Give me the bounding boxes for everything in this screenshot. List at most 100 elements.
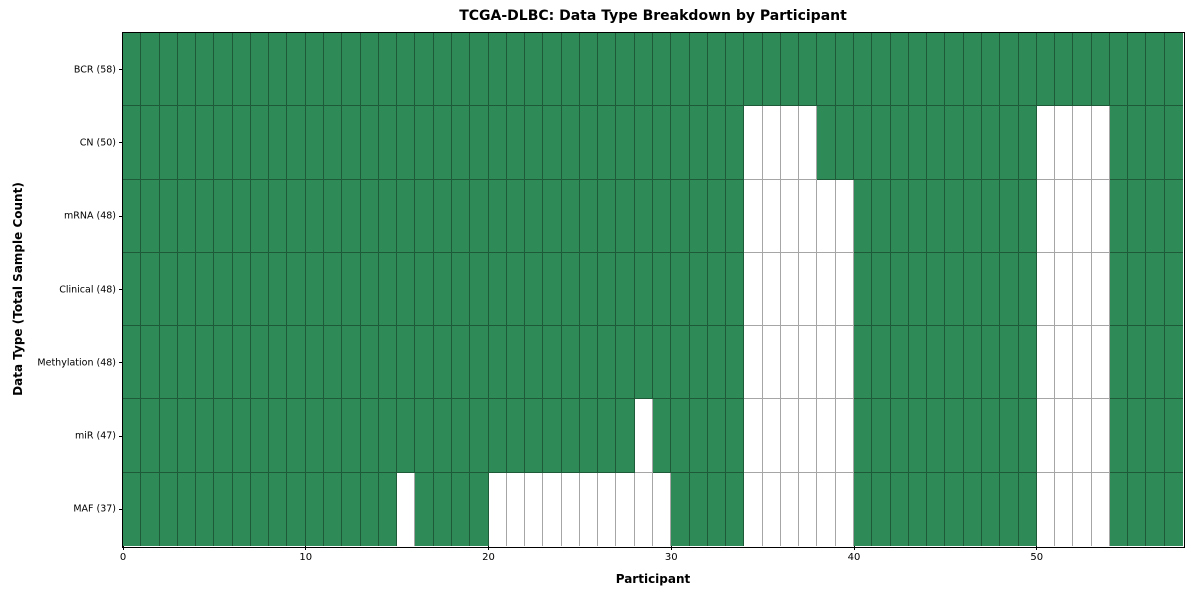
cell-MAF-32 xyxy=(707,472,727,546)
cell-miR-42 xyxy=(890,399,909,473)
cell-Methylation-33 xyxy=(726,326,745,400)
cell-Clinical-49 xyxy=(1018,252,1037,327)
cell-CN-38 xyxy=(817,106,836,180)
cell-Methylation-5 xyxy=(214,326,233,400)
cell-Clinical-30 xyxy=(671,252,690,327)
y-tick-mark-Methylation xyxy=(119,362,123,364)
cell-Clinical-31 xyxy=(689,252,708,327)
cell-Methylation-1 xyxy=(141,326,160,400)
cell-Clinical-22 xyxy=(525,252,544,327)
cell-mRNA-27 xyxy=(616,179,635,253)
cell-CN-4 xyxy=(196,106,215,180)
cell-miR-44 xyxy=(927,399,946,473)
cell-MAF-11 xyxy=(324,472,343,546)
cell-Clinical-21 xyxy=(506,252,526,327)
cell-CN-9 xyxy=(287,106,306,180)
cell-miR-21 xyxy=(506,399,526,473)
cell-BCR-29 xyxy=(652,33,672,107)
cell-CN-17 xyxy=(433,106,452,180)
cell-BCR-27 xyxy=(616,33,635,107)
cell-MAF-17 xyxy=(433,472,452,546)
cell-BCR-33 xyxy=(726,33,745,107)
cell-miR-12 xyxy=(342,399,361,473)
cell-BCR-25 xyxy=(579,33,599,107)
cell-MAF-28 xyxy=(634,472,653,546)
cell-miR-26 xyxy=(598,399,617,473)
cell-Clinical-16 xyxy=(415,252,434,327)
cell-MAF-22 xyxy=(525,472,544,546)
cell-Methylation-46 xyxy=(963,326,982,400)
cell-Clinical-33 xyxy=(726,252,745,327)
cell-BCR-50 xyxy=(1036,33,1056,107)
y-tick-label-CN: CN (50) xyxy=(79,137,116,149)
cell-MAF-8 xyxy=(269,472,288,546)
plot-area: PresentAbsent xyxy=(121,31,1185,548)
cell-Methylation-31 xyxy=(689,326,708,400)
cell-Clinical-52 xyxy=(1073,252,1092,327)
cell-mRNA-33 xyxy=(726,179,745,253)
cell-Clinical-17 xyxy=(433,252,452,327)
cell-Clinical-37 xyxy=(799,252,818,327)
cell-MAF-35 xyxy=(762,472,781,546)
x-tick-label-10: 10 xyxy=(299,552,313,563)
cell-Clinical-20 xyxy=(488,252,507,327)
cell-Methylation-27 xyxy=(616,326,635,400)
cell-BCR-1 xyxy=(141,33,160,107)
cell-Clinical-53 xyxy=(1091,252,1110,327)
cell-miR-15 xyxy=(397,399,416,473)
cell-miR-7 xyxy=(250,399,270,473)
cell-Clinical-55 xyxy=(1128,252,1147,327)
cell-Methylation-39 xyxy=(835,326,855,400)
cell-Methylation-2 xyxy=(159,326,178,400)
cell-MAF-45 xyxy=(945,472,964,546)
cell-MAF-2 xyxy=(159,472,178,546)
cell-MAF-43 xyxy=(908,472,928,546)
cell-BCR-35 xyxy=(762,33,781,107)
cell-Methylation-13 xyxy=(360,326,379,400)
cell-mRNA-22 xyxy=(525,179,544,253)
x-tick-label-50: 50 xyxy=(1030,552,1044,563)
cell-Clinical-14 xyxy=(378,252,398,327)
cell-BCR-37 xyxy=(799,33,818,107)
cell-Clinical-11 xyxy=(324,252,343,327)
x-tick-label-20: 20 xyxy=(482,552,495,563)
cell-CN-44 xyxy=(927,106,946,180)
cell-BCR-51 xyxy=(1055,33,1074,107)
cell-Methylation-49 xyxy=(1018,326,1037,400)
cell-CN-16 xyxy=(415,106,434,180)
cell-MAF-19 xyxy=(470,472,489,546)
cell-BCR-28 xyxy=(634,33,653,107)
cell-CN-42 xyxy=(890,106,909,180)
cell-Methylation-12 xyxy=(342,326,361,400)
chart-title: TCGA-DLBC: Data Type Breakdown by Partic… xyxy=(459,8,847,24)
cell-MAF-46 xyxy=(963,472,982,546)
cell-Methylation-0 xyxy=(123,326,142,400)
cell-miR-5 xyxy=(214,399,233,473)
cell-CN-36 xyxy=(780,106,800,180)
cell-Methylation-9 xyxy=(287,326,306,400)
cell-Clinical-13 xyxy=(360,252,379,327)
cell-BCR-32 xyxy=(707,33,727,107)
cell-Methylation-41 xyxy=(872,326,891,400)
cell-BCR-56 xyxy=(1146,33,1165,107)
cell-mRNA-7 xyxy=(250,179,270,253)
cell-Methylation-51 xyxy=(1055,326,1074,400)
cell-Methylation-3 xyxy=(177,326,197,400)
cell-mRNA-2 xyxy=(159,179,178,253)
cell-mRNA-45 xyxy=(945,179,964,253)
cell-Clinical-34 xyxy=(744,252,763,327)
cell-Clinical-46 xyxy=(963,252,982,327)
cell-Methylation-57 xyxy=(1164,326,1183,400)
cell-mRNA-8 xyxy=(269,179,288,253)
cell-BCR-13 xyxy=(360,33,379,107)
cell-BCR-43 xyxy=(908,33,928,107)
cell-mRNA-24 xyxy=(561,179,580,253)
cell-Clinical-45 xyxy=(945,252,964,327)
cell-Methylation-25 xyxy=(579,326,599,400)
cell-miR-19 xyxy=(470,399,489,473)
cell-mRNA-5 xyxy=(214,179,233,253)
cell-mRNA-44 xyxy=(927,179,946,253)
cell-mRNA-47 xyxy=(981,179,1001,253)
cell-miR-41 xyxy=(872,399,891,473)
